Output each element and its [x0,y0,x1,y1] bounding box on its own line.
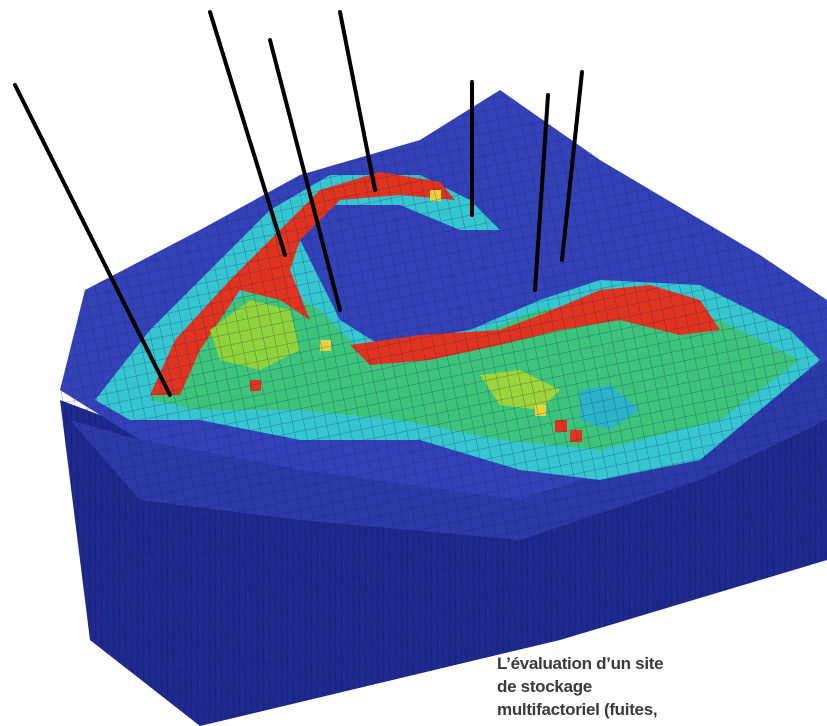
caption-line: de stockage [497,675,663,698]
reservoir-model [0,0,827,726]
caption: L’évaluation d’un site de stockage multi… [497,652,663,721]
caption-line: multifactoriel (fuites, [497,698,663,721]
caption-line: L’évaluation d’un site [497,652,663,675]
page: L’évaluation d’un site de stockage multi… [0,0,827,726]
mesh [60,90,827,726]
